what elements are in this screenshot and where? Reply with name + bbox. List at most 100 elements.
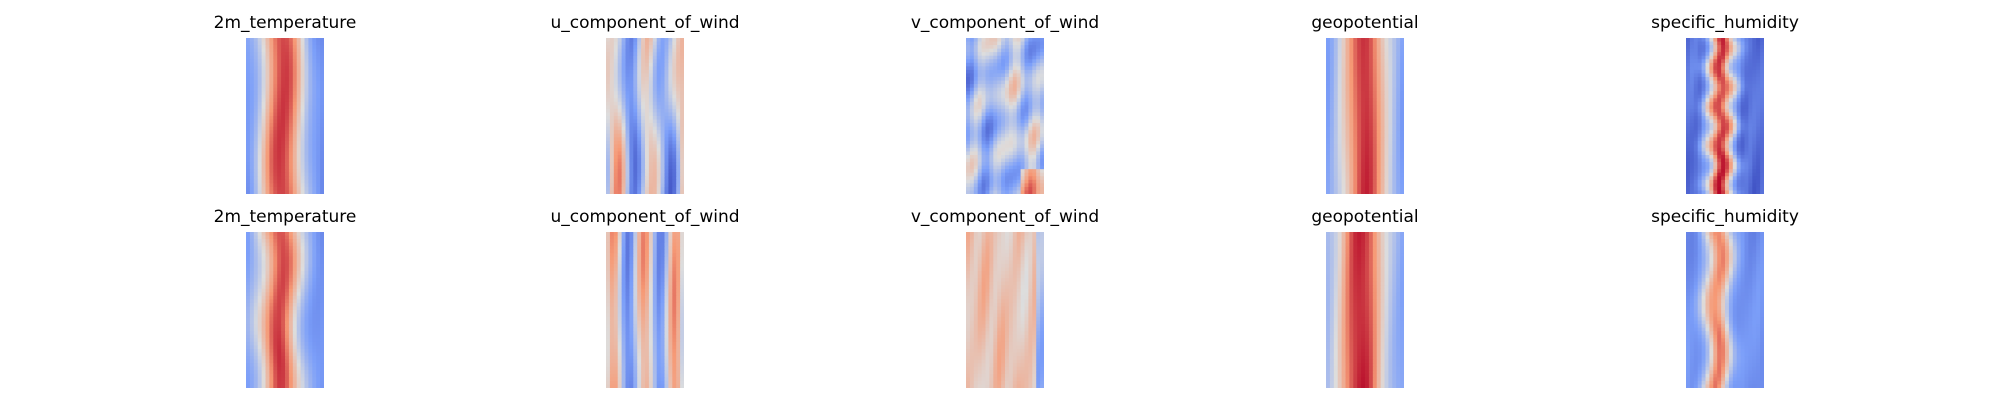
heatmap-cell: [304, 281, 309, 286]
heatmap-cell: [629, 165, 634, 170]
heatmap-cell: [1012, 169, 1018, 174]
heatmap-cell: [1012, 119, 1018, 124]
heatmap-cell: [1396, 66, 1401, 71]
heatmap-cell: [296, 116, 302, 121]
heatmap-cell: [1760, 94, 1764, 99]
heatmap-cell: [288, 288, 294, 293]
heatmap-cell: [664, 119, 669, 124]
heatmap-cell: [269, 317, 274, 322]
heatmap-cell: [1005, 38, 1010, 43]
heatmap-cell: [273, 324, 278, 329]
heatmap-cell: [1326, 126, 1331, 131]
heatmap-cell: [1388, 98, 1393, 103]
heatmap-cell: [660, 186, 665, 191]
heatmap-cell: [1736, 151, 1742, 156]
heatmap-cell: [1005, 176, 1010, 181]
heatmap-cell: [1388, 62, 1393, 67]
heatmap-cell: [308, 87, 313, 92]
heatmap-cell: [261, 253, 266, 258]
heatmap-cell: [1024, 158, 1029, 163]
heatmap-cell: [973, 101, 979, 106]
heatmap-cell: [269, 133, 274, 138]
heatmap-cell: [1028, 45, 1033, 50]
heatmap-cell: [253, 334, 259, 339]
heatmap-cell: [973, 116, 979, 121]
heatmap-cell: [261, 232, 266, 237]
heatmap-cell: [1384, 41, 1389, 46]
heatmap-cell: [296, 87, 302, 92]
heatmap-cell: [277, 281, 282, 286]
heatmap-cell: [1744, 38, 1749, 43]
heatmap-cell: [1365, 69, 1370, 74]
heatmap-cell: [1740, 123, 1745, 128]
heatmap-cell: [269, 144, 274, 149]
heatmap-cell: [1032, 84, 1037, 89]
heatmap-cell: [645, 144, 650, 149]
heatmap-cell: [633, 94, 638, 99]
heatmap-cell: [288, 77, 294, 82]
heatmap-cell: [1368, 169, 1374, 174]
heatmap-cell: [312, 267, 317, 272]
heatmap-cell: [1760, 130, 1764, 135]
heatmap-cell: [1748, 69, 1753, 74]
heatmap-cell: [249, 84, 255, 89]
heatmap-cell: [652, 116, 658, 121]
heatmap-cell: [265, 313, 270, 318]
heatmap-cell: [969, 186, 975, 191]
heatmap-cell: [1333, 155, 1339, 160]
heatmap-cell: [320, 299, 324, 304]
heatmap-cell: [1701, 151, 1706, 156]
heatmap-cell: [1012, 105, 1018, 110]
heatmap-cell: [1032, 38, 1037, 43]
heatmap-cell: [269, 119, 274, 124]
heatmap-cell: [281, 48, 286, 53]
heatmap-cell: [1693, 172, 1699, 177]
heatmap-cell: [1012, 94, 1018, 99]
heatmap-cell: [637, 105, 642, 110]
heatmap-cell: [1721, 105, 1726, 110]
heatmap-cell: [1040, 94, 1044, 99]
heatmap-cell: [246, 299, 251, 304]
heatmap-cell: [966, 84, 971, 89]
heatmap-cell: [1392, 59, 1397, 64]
heatmap-cell: [680, 140, 684, 145]
heatmap-cell: [1329, 126, 1335, 131]
heatmap-cell: [1345, 186, 1350, 191]
heatmap-cell: [1329, 158, 1335, 163]
heatmap-cell: [676, 130, 681, 135]
heatmap-cell: [648, 62, 654, 67]
heatmap-cell: [1028, 105, 1033, 110]
heatmap-cell: [1740, 48, 1745, 53]
heatmap-cell: [1012, 55, 1018, 60]
heatmap-cell: [261, 112, 266, 117]
heatmap-cell: [1732, 112, 1738, 117]
heatmap-cell: [648, 123, 654, 128]
heatmap-cell: [312, 52, 317, 57]
heatmap-cell: [1353, 137, 1358, 142]
heatmap-cell: [320, 302, 324, 307]
heatmap-cell: [997, 126, 1002, 131]
heatmap-cell: [1028, 112, 1033, 117]
heatmap-cell: [668, 94, 673, 99]
heatmap-cell: [969, 55, 975, 60]
heatmap-cell: [1349, 123, 1354, 128]
heatmap-cell: [1725, 172, 1730, 177]
heatmap-cell: [1744, 123, 1749, 128]
heatmap-cell: [613, 91, 619, 96]
heatmap-cell: [652, 48, 658, 53]
heatmap-cell: [296, 281, 302, 286]
heatmap-cell: [265, 69, 270, 74]
heatmap-cell: [269, 48, 274, 53]
heatmap-cell: [1001, 77, 1006, 82]
heatmap-cell: [304, 288, 309, 293]
heatmap-cell: [645, 165, 650, 170]
heatmap-cell: [633, 80, 638, 85]
heatmap-cell: [285, 253, 290, 258]
heatmap-cell: [1008, 144, 1014, 149]
heatmap-cell: [316, 45, 321, 50]
heatmap-cell: [1353, 162, 1358, 167]
heatmap-cell: [645, 147, 650, 152]
heatmap-cell: [277, 179, 282, 184]
heatmap-cell: [1008, 55, 1014, 60]
heatmap-cell: [672, 94, 677, 99]
